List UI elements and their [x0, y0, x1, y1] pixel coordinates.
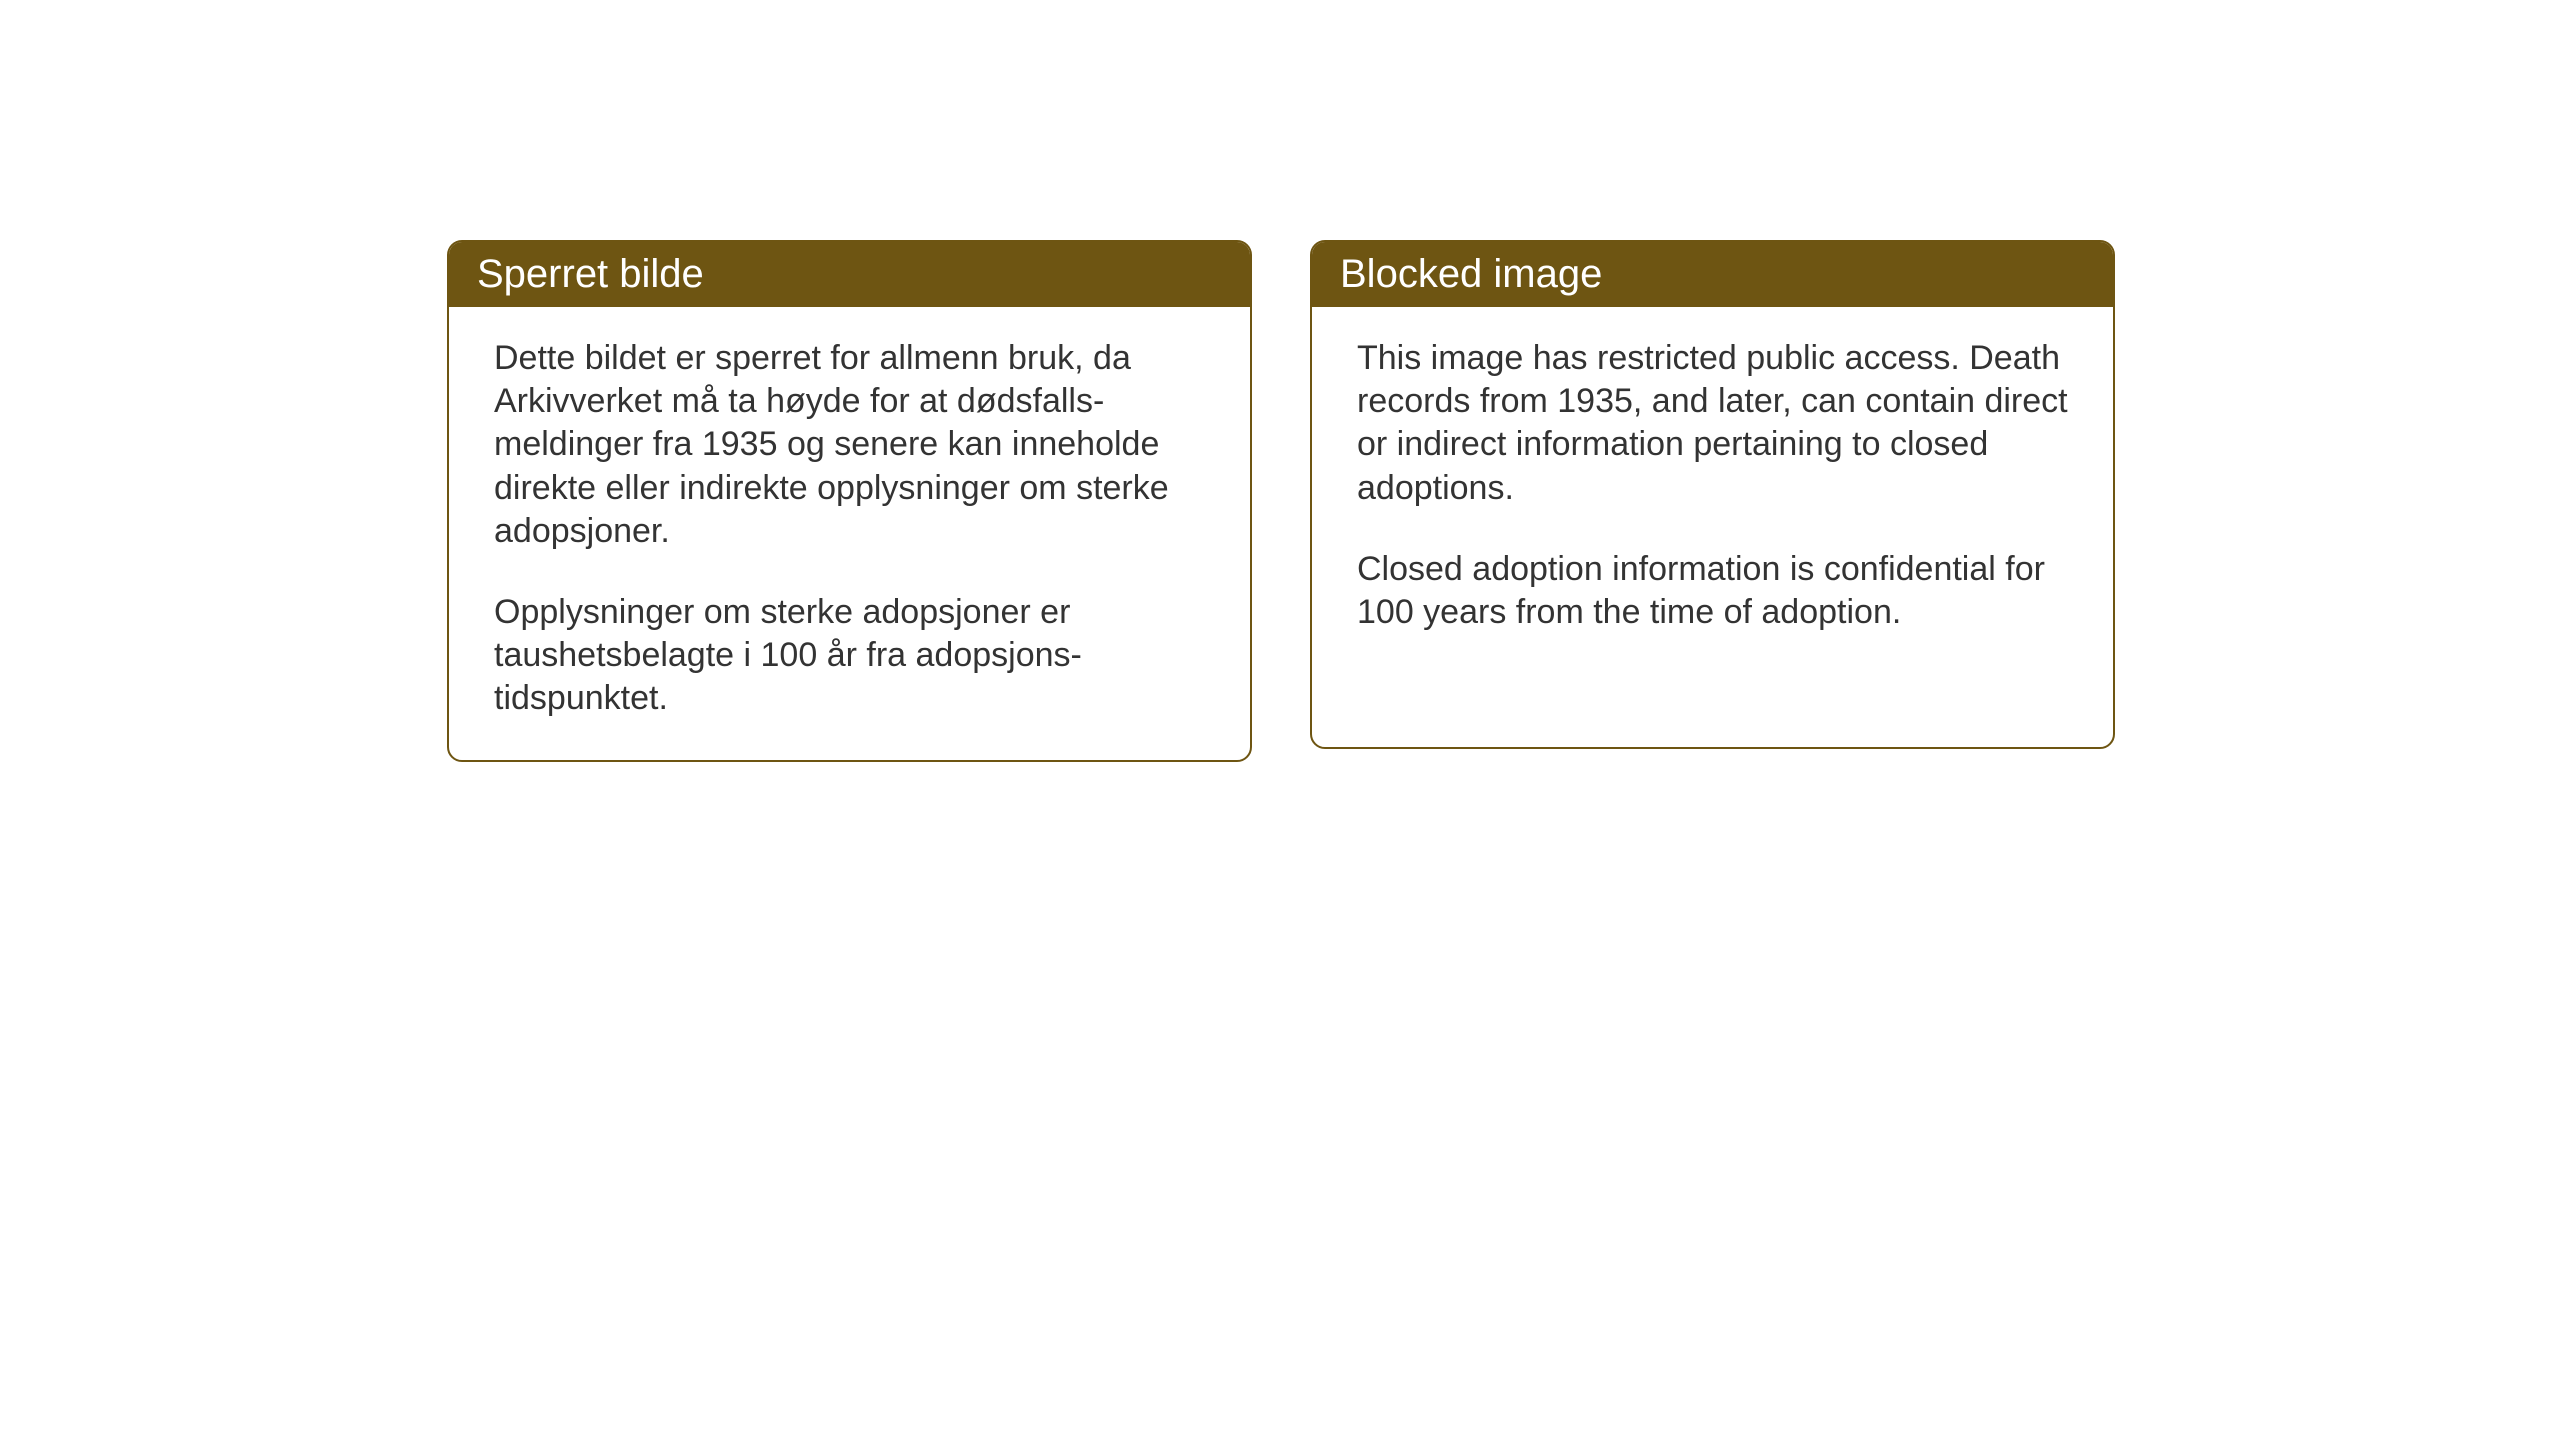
card-norwegian: Sperret bilde Dette bildet er sperret fo…: [447, 240, 1252, 762]
card-paragraph-1-english: This image has restricted public access.…: [1357, 337, 2068, 510]
card-header-norwegian: Sperret bilde: [449, 242, 1250, 307]
card-title-english: Blocked image: [1340, 252, 1602, 296]
card-body-english: This image has restricted public access.…: [1312, 307, 2113, 674]
card-paragraph-2-norwegian: Opplysninger om sterke adopsjoner er tau…: [494, 591, 1205, 721]
card-body-norwegian: Dette bildet er sperret for allmenn bruk…: [449, 307, 1250, 760]
card-paragraph-2-english: Closed adoption information is confident…: [1357, 548, 2068, 634]
card-english: Blocked image This image has restricted …: [1310, 240, 2115, 749]
card-header-english: Blocked image: [1312, 242, 2113, 307]
cards-container: Sperret bilde Dette bildet er sperret fo…: [447, 240, 2115, 762]
card-title-norwegian: Sperret bilde: [477, 252, 704, 296]
card-paragraph-1-norwegian: Dette bildet er sperret for allmenn bruk…: [494, 337, 1205, 553]
